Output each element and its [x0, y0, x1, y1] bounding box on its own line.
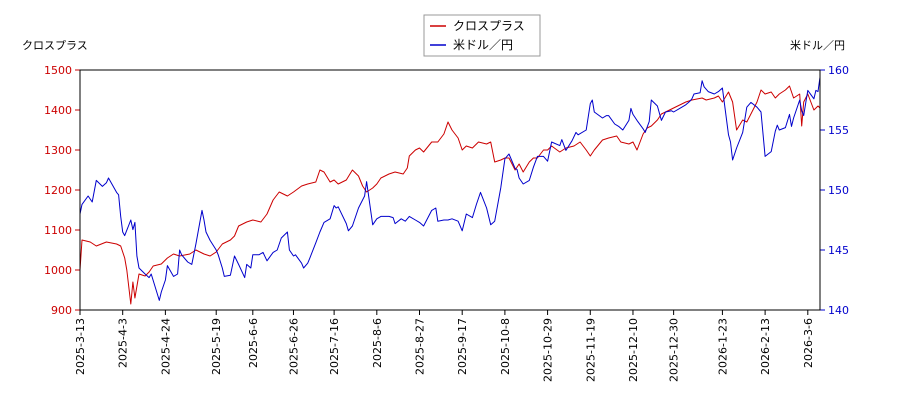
x-tick-label: 2025-12-10 — [627, 318, 640, 382]
x-tick-label: 2025-10-8 — [499, 318, 512, 375]
left-axis: 900 1000 1100 1200 1300 1400 1500 — [44, 64, 81, 317]
series-line-crossplus — [79, 85, 821, 305]
x-tick-label: 2026-2-13 — [759, 318, 772, 375]
x-tick-label: 2026-1-23 — [716, 318, 729, 375]
x-tick-label: 2025-6-6 — [247, 318, 260, 368]
x-tick-label: 2025-9-17 — [456, 318, 469, 375]
legend-label-crossplus: クロスプラス — [453, 19, 525, 33]
right-axis-title: 米ドル／円 — [790, 39, 845, 52]
x-tick-label: 2025-8-27 — [414, 318, 427, 375]
x-tick-label: 2025-11-19 — [584, 318, 597, 382]
right-axis: 140 145 150 155 160 — [819, 64, 849, 317]
right-tick-label: 140 — [828, 304, 849, 317]
x-tick-label: 2025-4-3 — [117, 318, 130, 368]
legend: クロスプラス 米ドル／円 — [423, 14, 541, 57]
legend-box — [423, 14, 541, 57]
left-axis-title: クロスプラス — [22, 39, 88, 52]
right-tick-label: 150 — [828, 184, 849, 197]
left-tick-label: 1100 — [44, 224, 72, 237]
x-axis: 2025-3-13 2025-4-3 2025-4-24 2025-5-19 2025-… — [74, 310, 815, 382]
right-tick-label: 155 — [828, 124, 849, 137]
left-tick-label: 1200 — [44, 184, 72, 197]
x-tick-label: 2025-4-24 — [159, 318, 172, 375]
series-layer — [79, 77, 821, 305]
x-tick-label: 2026-3-6 — [802, 318, 815, 368]
right-tick-label: 160 — [828, 64, 849, 77]
left-tick-label: 1400 — [44, 104, 72, 117]
x-tick-label: 2025-5-19 — [210, 318, 223, 375]
series-line-usdjpy — [79, 77, 821, 301]
x-tick-label: 2025-7-16 — [328, 318, 341, 375]
x-tick-label: 2025-10-29 — [542, 318, 555, 382]
legend-label-usdjpy: 米ドル／円 — [453, 38, 513, 52]
x-tick-label: 2025-3-13 — [74, 318, 87, 375]
x-tick-label: 2025-12-30 — [668, 318, 681, 382]
x-tick-label: 2025-8-6 — [371, 318, 384, 368]
left-tick-label: 1500 — [44, 64, 72, 77]
left-tick-label: 900 — [51, 304, 72, 317]
plot-frame — [79, 69, 821, 311]
x-tick-label: 2025-6-26 — [287, 318, 300, 375]
left-tick-label: 1000 — [44, 264, 72, 277]
left-tick-label: 1300 — [44, 144, 72, 157]
right-tick-label: 145 — [828, 244, 849, 257]
